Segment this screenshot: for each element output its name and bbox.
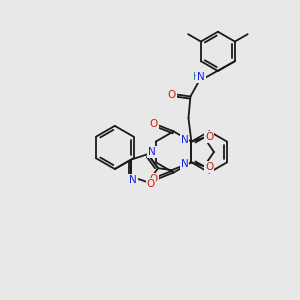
Text: O: O [205, 132, 213, 142]
Text: O: O [168, 89, 176, 100]
Text: N: N [148, 147, 156, 157]
Text: N: N [181, 135, 188, 145]
Text: N: N [181, 159, 188, 169]
Text: O: O [147, 179, 155, 189]
Text: O: O [150, 174, 158, 184]
Text: N: N [197, 72, 205, 82]
Text: N: N [130, 175, 137, 185]
Text: H: H [193, 72, 200, 82]
Text: O: O [205, 162, 213, 172]
Text: O: O [150, 119, 158, 130]
